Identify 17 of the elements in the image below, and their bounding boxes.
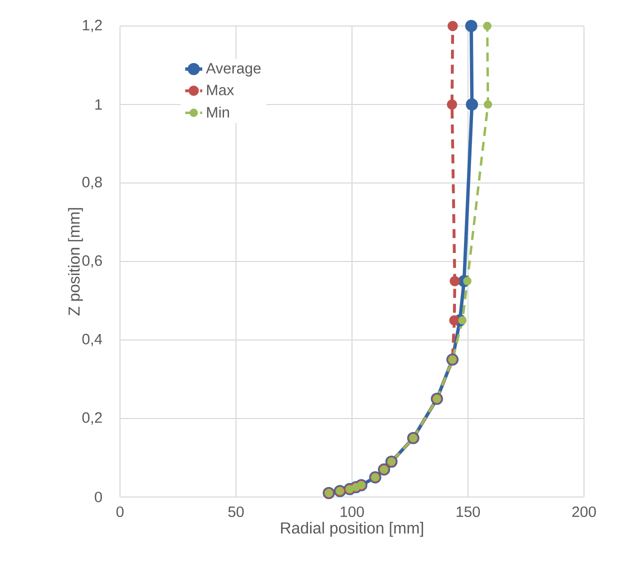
x-tick-label: 100: [340, 506, 364, 518]
y-axis-title: Z position [mm]: [68, 208, 83, 316]
y-tick-label: 1: [95, 99, 102, 110]
y-tick-label: 0,8: [82, 176, 102, 190]
y-tick-label: 1,2: [82, 20, 102, 32]
legend-label: Max: [207, 84, 234, 96]
x-tick-label: 0: [116, 506, 124, 518]
y-tick-label: 0,4: [82, 334, 102, 346]
legend-label: Min: [207, 106, 230, 118]
x-axis-title: Radial position [mm]: [281, 522, 424, 537]
y-tick-label: 0,2: [82, 412, 102, 425]
y-tick-label: 0,6: [82, 255, 102, 268]
x-tick-label: 50: [228, 506, 244, 518]
x-tick-label: 200: [572, 506, 596, 518]
y-tick-label: 0: [94, 492, 102, 502]
legend-label: Average: [206, 63, 261, 77]
x-tick-label: 150: [456, 506, 480, 518]
